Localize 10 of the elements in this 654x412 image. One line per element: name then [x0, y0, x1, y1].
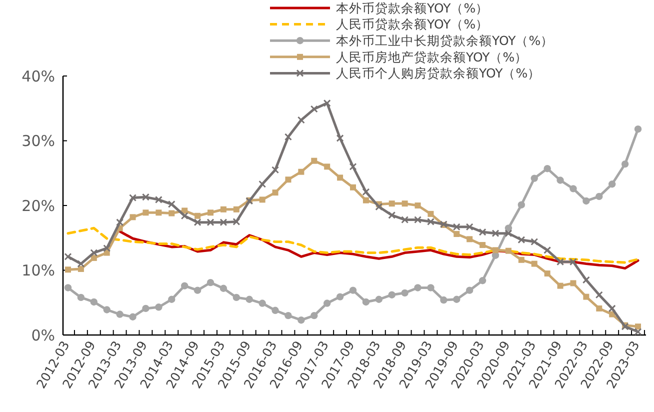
legend-label: 人民币贷款余额YOY（%）: [336, 16, 489, 32]
legend-label: 人民币房地产贷款余额YOY（%）: [336, 49, 528, 64]
legend-label: 本外币贷款余额YOY（%）: [336, 0, 489, 16]
y-tick-label: 40%: [22, 67, 55, 86]
legend-label: 本外币工业中长期贷款余额YOY（%）: [336, 32, 554, 48]
y-tick-label: 0%: [31, 326, 55, 344]
legend-label: 人民币个人购房贷款余额YOY（%）: [336, 66, 541, 81]
y-tick-label: 20%: [22, 196, 55, 215]
y-tick-label: 30%: [22, 132, 55, 150]
y-tick-label: 10%: [22, 262, 55, 280]
